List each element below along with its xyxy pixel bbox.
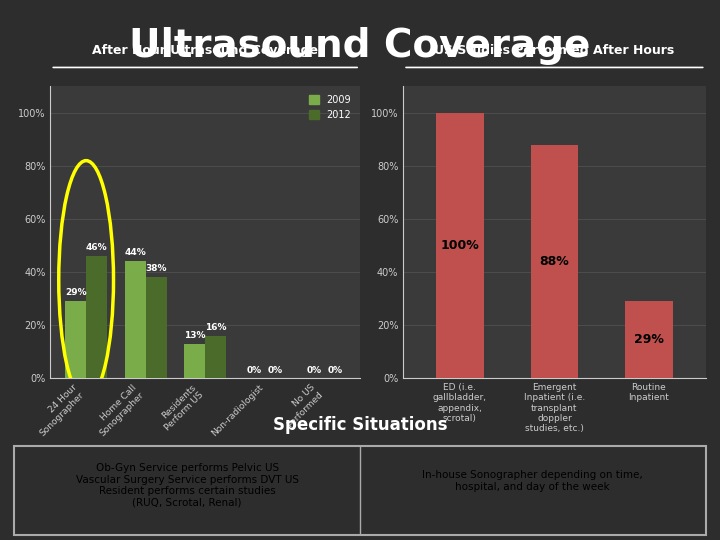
Text: 0%: 0% bbox=[306, 366, 321, 375]
Text: US Studies Performed After Hours: US Studies Performed After Hours bbox=[434, 44, 675, 57]
Text: Ob-Gyn Service performs Pelvic US
Vascular Surgery Service performs DVT US
Resid: Ob-Gyn Service performs Pelvic US Vascul… bbox=[76, 463, 299, 508]
Text: 100%: 100% bbox=[441, 239, 480, 252]
Legend: 2009, 2012: 2009, 2012 bbox=[305, 91, 355, 124]
Bar bbox=[625, 301, 672, 378]
Text: In-house Sonographer depending on time,
hospital, and day of the week: In-house Sonographer depending on time, … bbox=[423, 470, 643, 492]
Bar bbox=[205, 335, 226, 378]
Bar bbox=[436, 113, 484, 378]
Text: 44%: 44% bbox=[125, 248, 146, 258]
Text: 38%: 38% bbox=[145, 264, 167, 273]
Text: 0%: 0% bbox=[327, 366, 342, 375]
Text: 29%: 29% bbox=[65, 288, 86, 297]
Text: 0%: 0% bbox=[268, 366, 283, 375]
Text: 29%: 29% bbox=[634, 333, 664, 346]
Text: After Hour Ultrasound Coverage: After Hour Ultrasound Coverage bbox=[92, 44, 318, 57]
Bar bbox=[531, 145, 578, 378]
Bar bbox=[125, 261, 145, 378]
Bar bbox=[86, 256, 107, 378]
Text: 16%: 16% bbox=[205, 322, 226, 332]
Text: Ultrasound Coverage: Ultrasound Coverage bbox=[130, 27, 590, 65]
Text: 88%: 88% bbox=[539, 255, 570, 268]
Bar bbox=[145, 277, 166, 378]
Bar bbox=[184, 343, 205, 378]
Text: Specific Situations: Specific Situations bbox=[273, 416, 447, 434]
Bar bbox=[66, 301, 86, 378]
Text: 46%: 46% bbox=[86, 243, 107, 252]
Text: 13%: 13% bbox=[184, 330, 205, 340]
Text: 0%: 0% bbox=[247, 366, 262, 375]
